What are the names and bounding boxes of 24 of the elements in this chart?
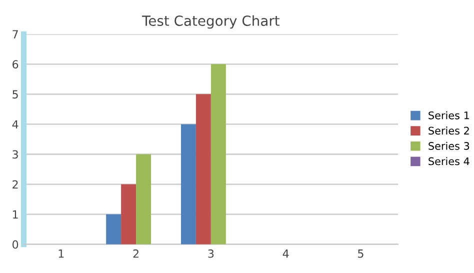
legend-label: Series 3: [428, 142, 470, 150]
x-tick-label: 2: [133, 249, 138, 258]
bar: [121, 184, 136, 244]
x-tick-label: 4: [282, 250, 289, 258]
y-tick-label: 4: [12, 120, 18, 128]
legend-label: Series 4: [428, 157, 470, 166]
x-tick-label: 5: [358, 250, 364, 258]
y-tick-label: 3: [12, 150, 18, 159]
legend-label: Series 1: [428, 111, 469, 120]
bar: [136, 154, 152, 244]
bar: [180, 124, 196, 244]
bar: [106, 214, 122, 244]
y-tick-label: 0: [12, 240, 18, 249]
y-tick-label: 1: [12, 210, 18, 219]
x-tick-label: 1: [58, 250, 64, 258]
y-tick-label: 5: [12, 90, 18, 99]
y-tick-label: 2: [12, 180, 18, 188]
bar: [196, 94, 211, 244]
y-tick-label: 7: [12, 30, 18, 38]
chart-title: Test Category Chart: [142, 15, 280, 29]
x-tick-label: 3: [208, 249, 214, 258]
y-tick-label: 6: [12, 60, 18, 69]
legend-label: Series 2: [428, 126, 469, 135]
bar: [210, 64, 226, 244]
